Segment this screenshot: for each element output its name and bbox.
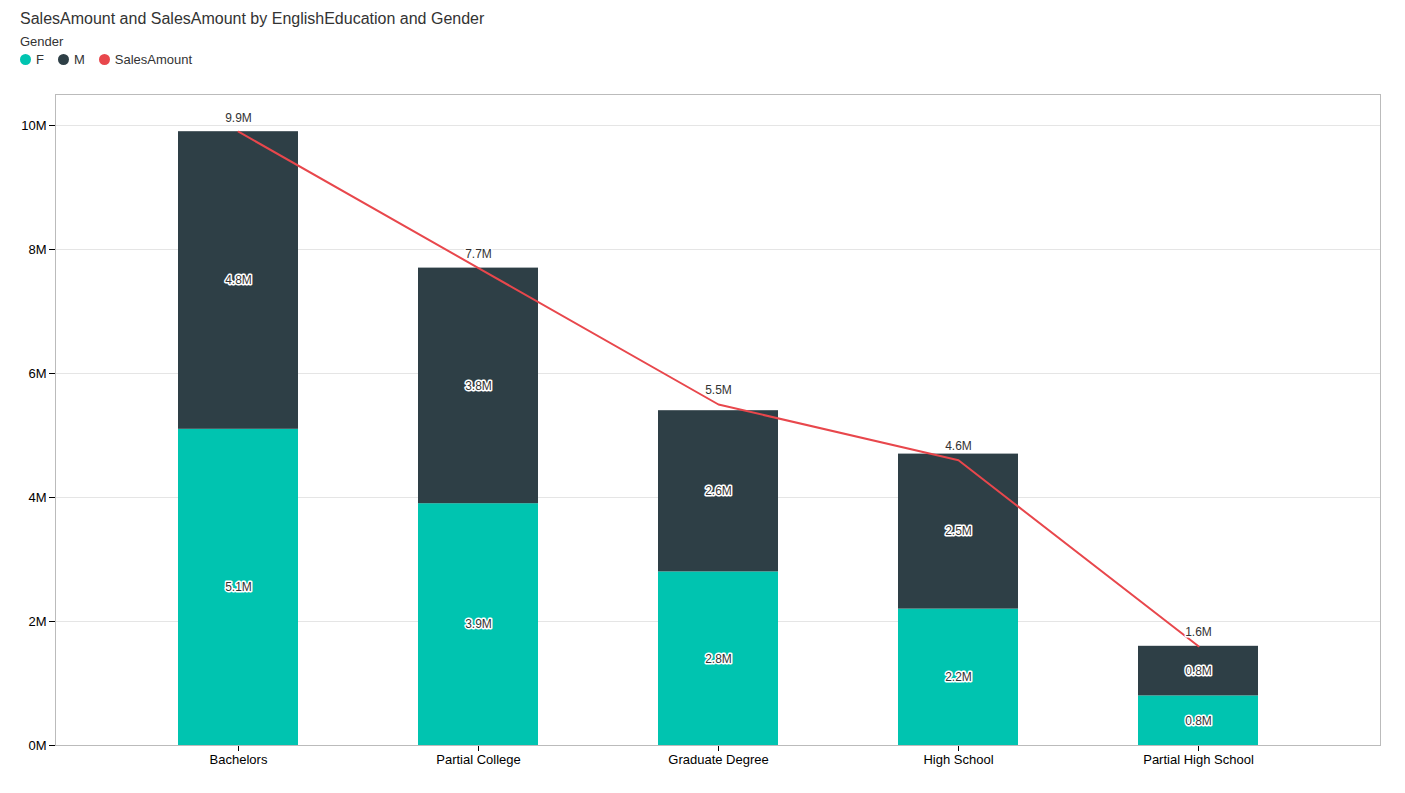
svg-text:Partial College: Partial College: [436, 752, 521, 767]
svg-text:2M: 2M: [28, 614, 46, 629]
svg-text:3.9M: 3.9M: [465, 617, 492, 631]
svg-text:6M: 6M: [28, 366, 46, 381]
svg-text:5.1M: 5.1M: [225, 580, 252, 594]
svg-text:0.8M: 0.8M: [1185, 714, 1212, 728]
html-text:M: M: [74, 52, 85, 67]
svg-text:10M: 10M: [21, 118, 46, 133]
svg-text:Bachelors: Bachelors: [210, 752, 268, 767]
svg-text:4.8M: 4.8M: [225, 273, 252, 287]
svg-text:0.8M: 0.8M: [1185, 664, 1212, 678]
svg-text:2.5M: 2.5M: [945, 524, 972, 538]
svg-text:Partial High School: Partial High School: [1143, 752, 1254, 767]
svg-text:4M: 4M: [28, 490, 46, 505]
html-text:Gender: Gender: [20, 34, 64, 49]
svg-text:4.6M: 4.6M: [945, 439, 972, 453]
svg-text:2.2M: 2.2M: [945, 670, 972, 684]
svg-text:1.6M: 1.6M: [1185, 625, 1212, 639]
svg-text:Graduate Degree: Graduate Degree: [668, 752, 768, 767]
html-text:SalesAmount and SalesAmount by: SalesAmount and SalesAmount by EnglishEd…: [20, 10, 485, 27]
svg-text:2.6M: 2.6M: [705, 484, 732, 498]
html-text:SalesAmount: SalesAmount: [114, 52, 193, 67]
svg-text:5.5M: 5.5M: [705, 383, 732, 397]
html-text:F: F: [36, 52, 44, 67]
svg-text:7.7M: 7.7M: [465, 247, 492, 261]
svg-text:0M: 0M: [28, 738, 46, 753]
svg-text:2.8M: 2.8M: [705, 652, 732, 666]
svg-text:9.9M: 9.9M: [225, 111, 252, 125]
svg-text:3.8M: 3.8M: [465, 379, 492, 393]
svg-text:8M: 8M: [28, 242, 46, 257]
svg-text:High School: High School: [923, 752, 993, 767]
